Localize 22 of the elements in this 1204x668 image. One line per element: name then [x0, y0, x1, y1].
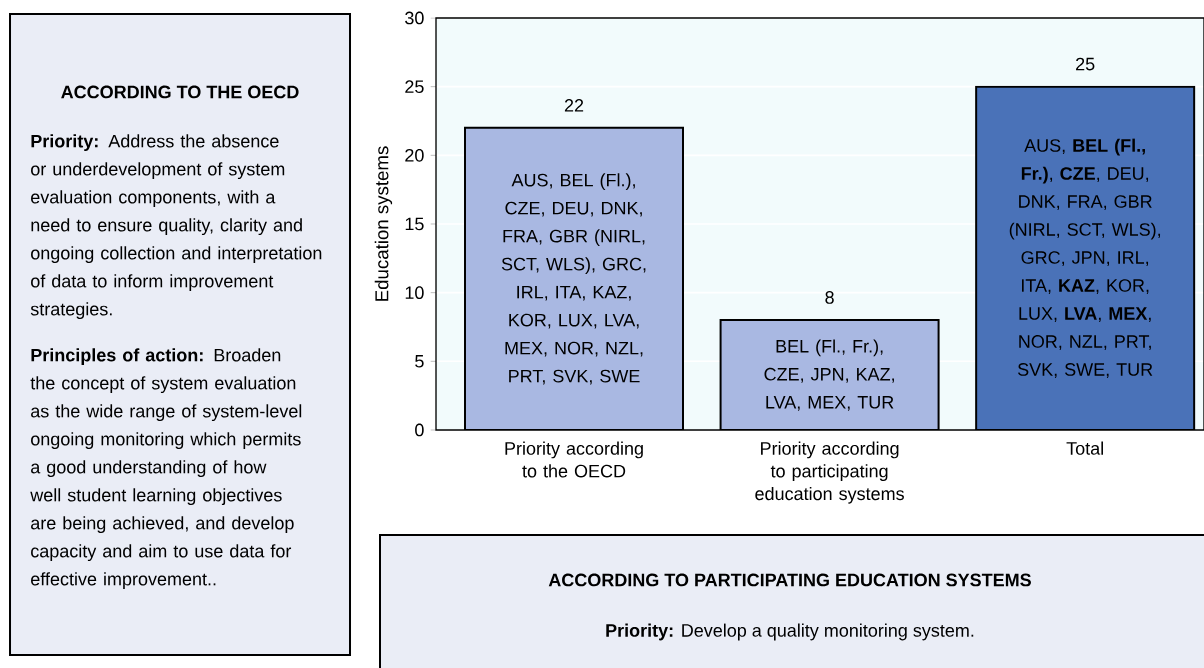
y-tick-label: 25 — [405, 80, 424, 94]
y-tick-label: 10 — [405, 286, 424, 300]
x-tick-label: Priority according to participating education systems — [755, 441, 904, 504]
text: Priority: Develop a quality monitoring system. — [606, 623, 974, 641]
data-label: 25 — [1076, 57, 1095, 71]
y-tick-label: 20 — [405, 148, 424, 162]
data-label: 8 — [825, 291, 834, 304]
annotation: AUS, BEL (Fl.), CZE, DEU, DNK, FRA, GBR (NIRL, SCT, WLS), GRC, IRL, ITA, KAZ, KOR, LUX, LVA, MEX, NOR, NZL, PRT, SVK, SWE — [501, 173, 646, 385]
y-tick-label: 30 — [405, 11, 424, 25]
text: AUS, BEL (Fl., Fr.), CZE, DEU, DNK, FRA, GBR (NIRL, SCT, WLS), GRC, JPN, IRL, ITA, KAZ, KOR, LUX, LVA, MEX, NOR, NZL, PRT, SVK, SWE, TUR — [1009, 138, 1161, 378]
data-label: 22 — [564, 99, 584, 112]
text: Principles of action: Broaden the concept of system evaluation as the wide range of system-level ongoing monitoring which permits a good understanding of how well student learning objectives are being achieved, and develop capacity and aim to use data for effective improvement.. — [30, 348, 302, 590]
annotation: BEL (Fl., Fr.), CZE, JPN, KAZ, LVA, MEX, TUR — [764, 339, 894, 411]
text: ACCORDING TO THE OECD — [61, 85, 299, 99]
y-tick-label: 0 — [415, 423, 424, 437]
x-tick-label: Priority according to the OECD — [505, 441, 643, 478]
y-tick-label: 15 — [405, 217, 424, 231]
y-tick-label: 5 — [415, 355, 424, 368]
y-axis-title: Education systems — [374, 146, 393, 301]
x-tick-label: Total — [1066, 441, 1103, 455]
text: ACCORDING TO PARTICIPATING EDUCATION SYSTEMS — [548, 573, 1031, 587]
text: Priority: Address the absence or underdevelopment of system evaluation components, with a need to ensure quality, clarity and ongoing collection and interpretation of data to inform improvement strategies. — [30, 134, 322, 320]
